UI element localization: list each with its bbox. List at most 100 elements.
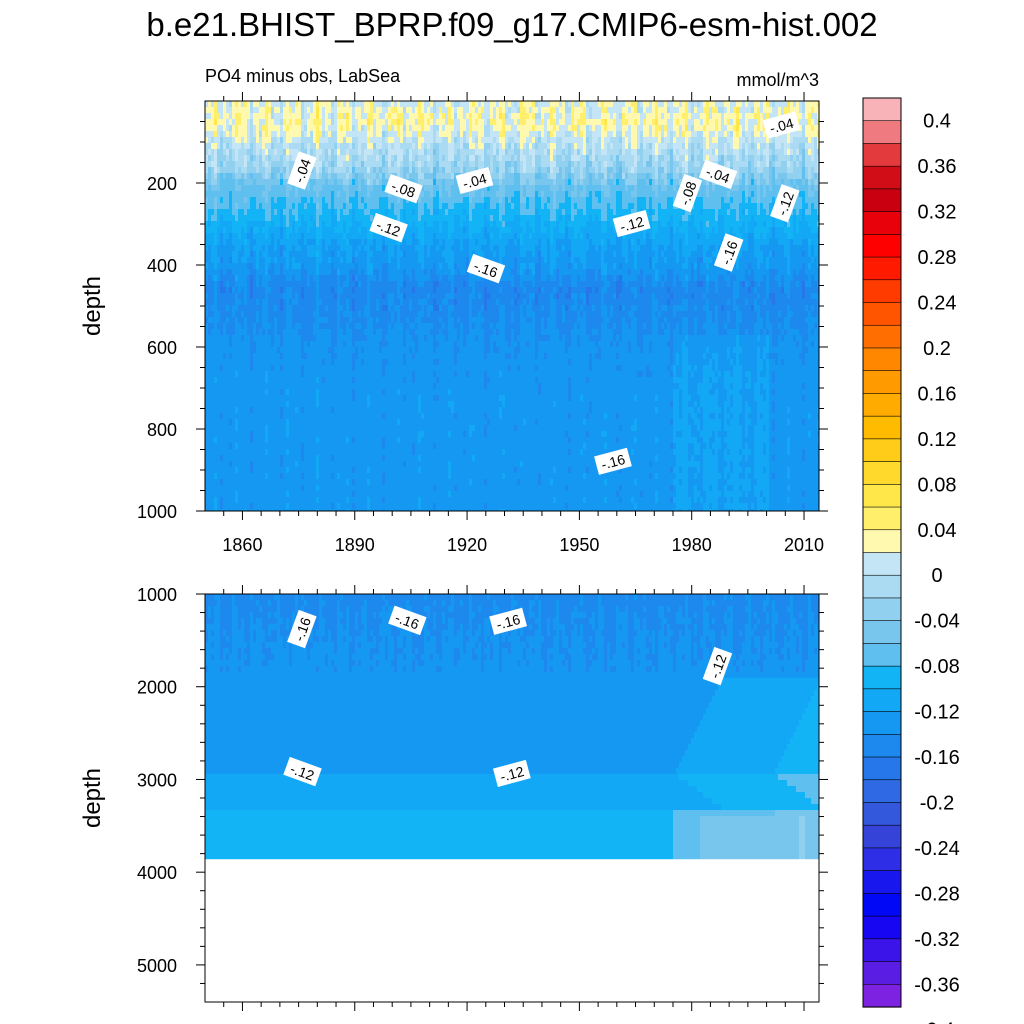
upper-cell: [340, 491, 344, 498]
upper-cell: [346, 377, 350, 384]
upper-cell: [274, 377, 278, 384]
upper-cell: [334, 227, 338, 234]
upper-cell: [352, 461, 356, 468]
upper-cell: [262, 377, 266, 384]
upper-cell: [325, 341, 329, 348]
upper-cell: [367, 251, 371, 258]
upper-cell: [229, 419, 233, 426]
upper-cell: [346, 251, 350, 258]
upper-cell: [235, 341, 239, 348]
upper-cell: [349, 185, 353, 192]
upper-cell: [274, 347, 278, 354]
upper-cell: [304, 425, 308, 432]
upper-cell: [247, 431, 251, 438]
upper-cell: [367, 245, 371, 252]
upper-cell: [343, 341, 347, 348]
upper-cell: [361, 101, 365, 108]
upper-cell: [346, 359, 350, 366]
upper-cell: [238, 449, 242, 456]
upper-cell: [298, 239, 302, 246]
upper-cell: [352, 269, 356, 276]
upper-cell: [226, 467, 230, 474]
upper-cell: [289, 413, 293, 420]
upper-cell: [289, 203, 293, 210]
upper-cell: [298, 431, 302, 438]
upper-cell: [217, 425, 221, 432]
upper-cell: [343, 125, 347, 132]
upper-cell: [331, 389, 335, 396]
upper-cell: [265, 353, 269, 360]
upper-cell: [301, 203, 305, 210]
upper-cell: [358, 335, 362, 342]
upper-cell: [283, 377, 287, 384]
upper-cell: [205, 431, 209, 438]
upper-cell: [361, 347, 365, 354]
upper-cell: [352, 443, 356, 450]
upper-cell: [292, 275, 296, 282]
upper-cell: [223, 131, 227, 138]
upper-cell: [292, 317, 296, 324]
upper-cell: [343, 467, 347, 474]
upper-cell: [232, 185, 236, 192]
upper-cell: [211, 197, 215, 204]
upper-cell: [274, 383, 278, 390]
upper-cell: [343, 233, 347, 240]
upper-cell: [277, 287, 281, 294]
upper-cell: [211, 125, 215, 132]
upper-cell: [301, 131, 305, 138]
upper-cell: [244, 125, 248, 132]
upper-cell: [268, 449, 272, 456]
upper-cell: [247, 479, 251, 486]
upper-cell: [370, 413, 374, 420]
upper-cell: [241, 233, 245, 240]
upper-cell: [232, 443, 236, 450]
upper-cell: [346, 131, 350, 138]
upper-cell: [277, 149, 281, 156]
upper-cell: [262, 131, 266, 138]
upper-cell: [301, 305, 305, 312]
upper-cell: [208, 107, 212, 114]
upper-cell: [319, 227, 323, 234]
upper-cell: [319, 317, 323, 324]
upper-cell: [208, 263, 212, 270]
upper-cell: [340, 503, 344, 510]
upper-cell: [250, 437, 254, 444]
upper-cell: [289, 293, 293, 300]
upper-cell: [370, 353, 374, 360]
upper-cell: [256, 137, 260, 144]
upper-cell: [337, 107, 341, 114]
upper-cell: [289, 185, 293, 192]
upper-cell: [229, 107, 233, 114]
upper-cell: [322, 443, 326, 450]
upper-cell: [205, 245, 209, 252]
upper-cell: [301, 119, 305, 126]
upper-cell: [325, 149, 329, 156]
upper-cell: [316, 353, 320, 360]
upper-cell: [241, 257, 245, 264]
upper-cell: [250, 143, 254, 150]
upper-cell: [343, 101, 347, 108]
upper-cell: [289, 395, 293, 402]
upper-cell: [292, 149, 296, 156]
upper-cell: [268, 197, 272, 204]
upper-cell: [220, 407, 224, 414]
upper-cell: [316, 185, 320, 192]
upper-cell: [259, 371, 263, 378]
upper-cell: [322, 245, 326, 252]
upper-cell: [367, 467, 371, 474]
upper-cell: [253, 431, 257, 438]
upper-cell: [238, 179, 242, 186]
upper-cell: [250, 215, 254, 222]
upper-cell: [274, 125, 278, 132]
upper-cell: [256, 155, 260, 162]
upper-cell: [235, 479, 239, 486]
upper-cell: [241, 401, 245, 408]
upper-cell: [286, 479, 290, 486]
upper-cell: [331, 119, 335, 126]
upper-cell: [313, 359, 317, 366]
upper-cell: [262, 389, 266, 396]
upper-cell: [337, 137, 341, 144]
upper-cell: [298, 413, 302, 420]
upper-cell: [250, 359, 254, 366]
upper-cell: [259, 497, 263, 504]
